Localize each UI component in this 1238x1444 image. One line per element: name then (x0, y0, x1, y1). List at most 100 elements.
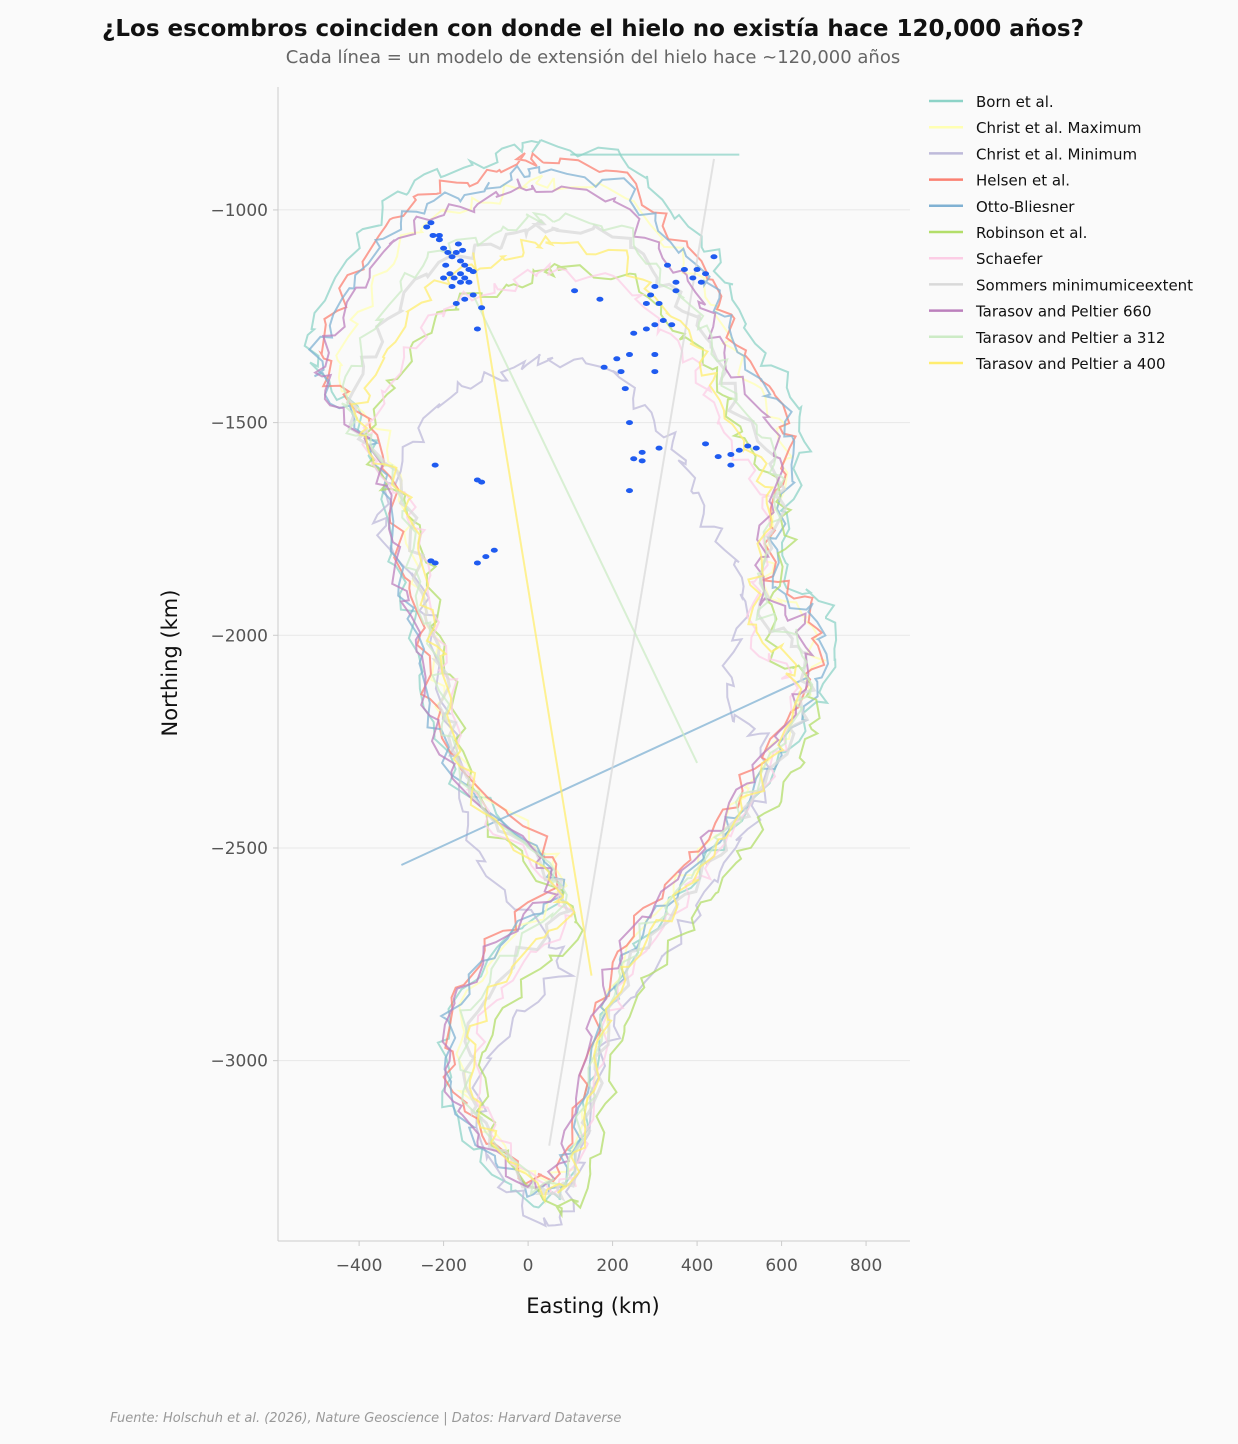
debris-point (727, 452, 735, 458)
debris-point (680, 266, 688, 272)
outline-helsen-et-al- (318, 151, 826, 1185)
footer-source: Fuente: Holschuh et al. (2026), Nature G… (110, 1411, 621, 1426)
legend-label: Born et al. (976, 93, 1054, 111)
chart-title: ¿Los escombros coinciden con donde el hi… (102, 16, 1084, 42)
debris-point (429, 232, 437, 238)
legend-label: Sommers minimumiceextent (976, 276, 1193, 294)
debris-point (427, 220, 435, 226)
debris-point (427, 558, 435, 564)
outline-sommers-minimumiceextent (345, 218, 817, 1202)
debris-point (630, 330, 638, 336)
x-tick-label: 200 (596, 1256, 628, 1276)
y-tick-label: −1000 (210, 201, 268, 221)
x-tick-label: 800 (850, 1256, 882, 1276)
debris-point (710, 254, 718, 260)
debris-point (600, 364, 608, 370)
debris-point (478, 305, 486, 311)
legend-label: Christ et al. Minimum (976, 145, 1137, 163)
debris-point (625, 488, 633, 494)
debris-point (735, 447, 743, 453)
legend-label: Tarasov and Peltier a 400 (975, 355, 1166, 373)
debris-point (442, 262, 450, 268)
x-tick-label: 600 (765, 1256, 797, 1276)
debris-point (642, 326, 650, 332)
y-tick-label: −2000 (210, 626, 268, 646)
outline-segment (472, 294, 699, 764)
debris-point (697, 279, 705, 285)
debris-point (469, 269, 477, 275)
debris-point (461, 262, 469, 268)
y-axis-label: Northing (km) (158, 590, 182, 737)
debris-point (473, 477, 481, 483)
debris-point (714, 454, 722, 460)
debris-point (440, 275, 448, 281)
debris-point (461, 275, 469, 281)
debris-point (647, 292, 655, 298)
debris-point (431, 462, 439, 468)
outline-born-et-al- (303, 138, 838, 1209)
debris-point (465, 279, 473, 285)
legend-label: Christ et al. Maximum (976, 119, 1141, 137)
outline-segment (548, 158, 715, 1146)
debris-points-layer (423, 220, 760, 566)
debris-point (689, 275, 697, 281)
debris-point (702, 441, 710, 447)
outline-tarasov-and-peltier-a-400 (350, 234, 803, 1205)
y-ticks: −1000 −1500 −2000 −2500 −3000 (210, 201, 278, 1072)
debris-point (651, 352, 659, 358)
x-tick-label: 400 (681, 1256, 713, 1276)
debris-point (435, 237, 443, 243)
outline-christ-et-al-maximum (335, 174, 827, 1188)
debris-point (625, 420, 633, 426)
debris-point (482, 554, 490, 560)
x-tick-label: 0 (523, 1256, 534, 1276)
gridlines (278, 209, 910, 1062)
debris-point (655, 445, 663, 451)
outlines-layer (303, 138, 838, 1228)
debris-point (473, 560, 481, 566)
debris-point (596, 296, 604, 302)
debris-point (446, 271, 454, 277)
debris-point (440, 245, 448, 251)
debris-point (625, 352, 633, 358)
debris-point (672, 288, 680, 294)
debris-point (659, 318, 667, 324)
debris-point (702, 271, 710, 277)
debris-point (638, 458, 646, 464)
debris-point (651, 369, 659, 375)
debris-point (435, 232, 443, 238)
debris-point (672, 279, 680, 285)
x-tick-label: −400 (336, 1256, 383, 1276)
legend-label: Robinson et al. (976, 224, 1087, 242)
debris-point (651, 322, 659, 328)
legend-label: Helsen et al. (976, 172, 1070, 190)
debris-point (621, 386, 629, 392)
debris-point (444, 249, 452, 255)
y-tick-label: −1500 (210, 414, 268, 434)
y-tick-label: −2500 (210, 839, 268, 859)
debris-point (664, 262, 672, 268)
debris-point (450, 275, 458, 281)
debris-point (423, 224, 431, 230)
legend-label: Schaefer (976, 250, 1043, 268)
debris-point (473, 326, 481, 332)
debris-point (461, 296, 469, 302)
debris-point (459, 247, 467, 253)
y-tick-label: −3000 (210, 1052, 268, 1072)
debris-point (727, 462, 735, 468)
debris-point (655, 301, 663, 307)
x-tick-label: −200 (420, 1256, 467, 1276)
debris-point (613, 356, 621, 362)
debris-point (452, 301, 460, 307)
outline-segment (400, 676, 808, 866)
debris-point (452, 249, 460, 255)
debris-point (457, 279, 465, 285)
debris-point (490, 547, 498, 553)
debris-point (448, 254, 456, 260)
debris-point (571, 288, 579, 294)
debris-point (642, 301, 650, 307)
legend: Born et al. Christ et al. Maximum Christ e… (929, 93, 1193, 373)
debris-point (651, 283, 659, 289)
outline-segment (472, 252, 593, 976)
